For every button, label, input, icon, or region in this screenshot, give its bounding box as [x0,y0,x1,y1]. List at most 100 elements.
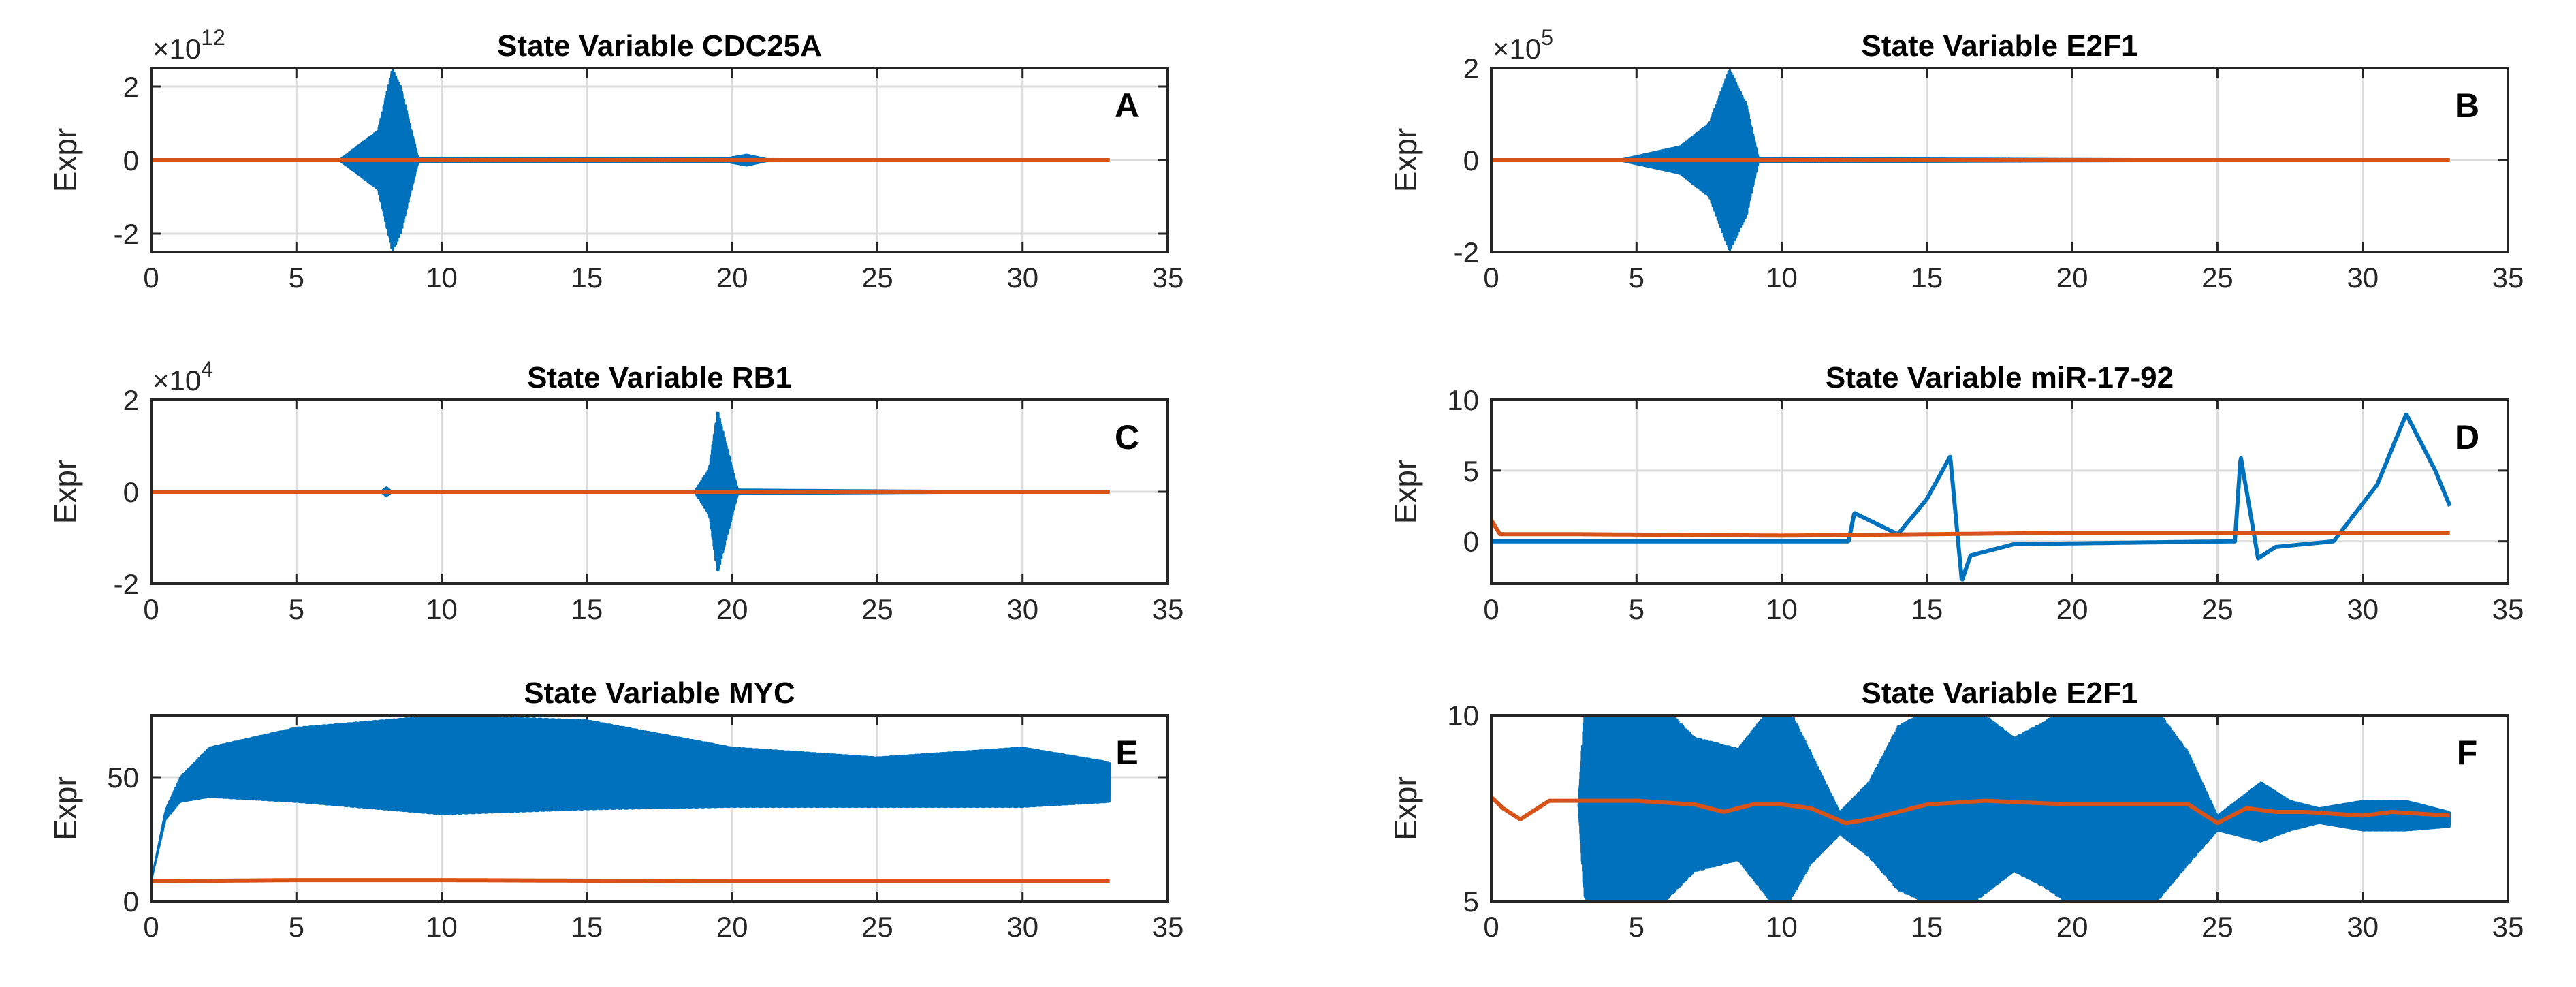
y-tick-label: 0 [123,476,139,508]
exponent-base: ×10 [153,364,201,396]
x-tick-label: 30 [1006,911,1038,943]
x-tick-label: 25 [2201,593,2233,625]
x-tick-label: 25 [2201,262,2233,294]
x-tick-label: 30 [1006,593,1038,625]
x-tick-label: 20 [2056,262,2088,294]
x-tick-label: 5 [289,262,304,294]
chart-title: State Variable RB1 [527,361,792,394]
y-axis-label: Expr [48,776,83,841]
chart-title: State Variable E2F1 [1862,676,2138,710]
y-axis-label: Expr [1388,776,1423,841]
x-tick-label: 5 [289,593,304,625]
series-group [1491,715,2451,901]
exponent-label: ×104 [153,357,213,396]
y-tick-label: 5 [1463,886,1479,918]
axes-box [150,398,1169,585]
x-tick-label: 35 [2492,593,2524,625]
x-tick-label: 15 [571,262,603,294]
series-group [151,411,1111,572]
exponent-power: 4 [201,357,213,381]
x-tick-label: 15 [571,593,603,625]
series-line-orange [1491,518,2451,538]
x-tick-label: 0 [1483,911,1499,943]
series-group [1491,412,2452,582]
x-tick-label: 30 [2347,593,2379,625]
y-tick-label: 0 [123,144,139,176]
x-tick-label: 5 [1629,262,1644,294]
x-tick-label: 10 [426,262,458,294]
x-tick-label: 25 [861,911,893,943]
x-tick-label: 15 [1911,262,1943,294]
y-tick-label: 2 [123,71,139,103]
x-tick-label: 5 [1629,593,1644,625]
panel-letter: B [2455,87,2479,125]
chart-title: State Variable miR-17-92 [1826,361,2174,394]
exponent-base: ×10 [153,33,201,65]
x-tick-label: 0 [1483,262,1499,294]
axes-box [1490,67,2509,253]
x-tick-label: 25 [861,262,893,294]
x-tick-label: 0 [1483,593,1499,625]
x-tick-label: 35 [1152,593,1184,625]
axes-box [1490,398,2509,585]
panel-letter: D [2455,418,2479,456]
axes-box [150,67,1169,253]
x-tick-label: 20 [716,911,748,943]
y-tick-label: 5 [1463,455,1479,487]
panel-letter: C [1115,418,1139,456]
x-tick-label: 20 [2056,911,2088,943]
x-tick-label: 30 [2347,911,2379,943]
y-tick-label: 2 [123,384,139,416]
exponent-power: 5 [1541,25,1553,50]
y-axis-label: Expr [48,460,83,524]
axes-box [150,714,1169,903]
x-tick-label: 10 [1766,593,1798,625]
x-tick-label: 5 [1629,911,1644,943]
y-tick-label: -2 [1454,236,1479,268]
x-tick-label: 15 [1911,593,1943,625]
exponent-label: ×105 [1493,25,1553,65]
series-line-orange [1491,795,2451,826]
plot-background [1491,400,2508,584]
y-tick-label: 0 [1463,144,1479,176]
x-tick-label: 35 [1152,911,1184,943]
x-tick-label: 30 [2347,262,2379,294]
x-tick-label: 20 [2056,593,2088,625]
x-tick-label: 25 [2201,911,2233,943]
panel-letter: A [1115,87,1139,125]
exponent-label: ×1012 [153,25,225,65]
x-tick-label: 10 [1766,262,1798,294]
chart-title: State Variable MYC [524,676,795,710]
x-tick-label: 0 [143,262,159,294]
exponent-power: 12 [201,25,225,50]
y-tick-label: 2 [1463,52,1479,84]
panel-letter: F [2457,734,2478,772]
series-group [151,68,1111,251]
y-tick-label: 0 [1463,526,1479,558]
x-tick-label: 30 [1006,262,1038,294]
y-tick-label: 50 [107,762,139,794]
x-tick-label: 0 [143,911,159,943]
y-axis-label: Expr [48,128,83,193]
x-tick-label: 0 [143,593,159,625]
x-tick-label: 20 [716,593,748,625]
series-group [1491,68,2451,252]
y-tick-label: 0 [123,886,139,918]
series-group [151,715,1111,883]
chart-title: State Variable CDC25A [497,29,822,63]
y-tick-label: 10 [1447,384,1479,416]
x-tick-label: 10 [1766,911,1798,943]
y-tick-label: 10 [1447,700,1479,732]
axes-box [1490,714,2509,903]
x-tick-label: 35 [2492,911,2524,943]
x-tick-label: 10 [426,911,458,943]
y-tick-label: -2 [114,218,139,250]
y-tick-label: -2 [114,568,139,600]
y-axis-label: Expr [1388,128,1423,193]
x-tick-label: 25 [861,593,893,625]
